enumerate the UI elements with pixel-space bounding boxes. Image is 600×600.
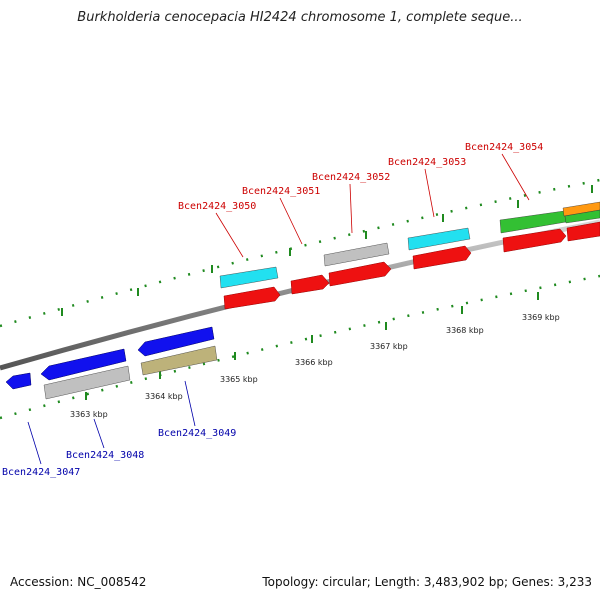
tick-label-3364: 3364 kbp: [145, 392, 183, 401]
tick-label-3368: 3368 kbp: [446, 326, 484, 335]
tick-label-3366: 3366 kbp: [295, 358, 333, 367]
gene-label-3053[interactable]: Bcen2424_3053: [388, 157, 466, 168]
forward-label-leaders: [215, 153, 530, 258]
tick-label-3369: 3369 kbp: [522, 313, 560, 322]
gene-label-3052[interactable]: Bcen2424_3052: [312, 172, 390, 183]
forward-gene-next[interactable]: [566, 221, 600, 242]
reverse-gene-3048[interactable]: [40, 348, 127, 381]
forward-product-3053[interactable]: [407, 227, 471, 251]
forward-product-track: [219, 201, 600, 289]
tick-label-3363: 3363 kbp: [70, 410, 108, 419]
forward-gene-3054[interactable]: [502, 228, 567, 253]
reverse-gene-track: [5, 326, 215, 390]
forward-gene-track: [223, 221, 600, 310]
forward-product-3050[interactable]: [219, 266, 279, 289]
tick-label-3365: 3365 kbp: [220, 375, 258, 384]
forward-gene-3051[interactable]: [290, 274, 330, 295]
reverse-product-track: [43, 345, 218, 400]
accession-text: Accession: NC_008542: [10, 575, 147, 589]
reverse-label-leaders: [27, 380, 196, 465]
gene-label-3049[interactable]: Bcen2424_3049: [158, 428, 236, 439]
gene-label-3050[interactable]: Bcen2424_3050: [178, 201, 256, 212]
genome-summary: Topology: circular; Length: 3,483,902 bp…: [262, 575, 592, 589]
upper-tick-track: [0, 178, 600, 328]
upper-major-ticks: [61, 185, 593, 316]
lower-major-ticks: [85, 292, 539, 400]
gene-label-3047[interactable]: Bcen2424_3047: [2, 467, 80, 478]
forward-product-next-orange[interactable]: [562, 201, 600, 217]
forward-product-3052[interactable]: [323, 242, 390, 267]
gene-label-3051[interactable]: Bcen2424_3051: [242, 186, 320, 197]
gene-label-3054[interactable]: Bcen2424_3054: [465, 142, 543, 153]
forward-gene-3053[interactable]: [412, 245, 472, 270]
gene-label-3048[interactable]: Bcen2424_3048: [66, 450, 144, 461]
reverse-product-3049[interactable]: [140, 345, 218, 376]
reverse-product-3048[interactable]: [43, 365, 131, 400]
forward-gene-3052[interactable]: [328, 261, 392, 287]
forward-product-next-green[interactable]: [564, 209, 600, 224]
tick-label-3367: 3367 kbp: [370, 342, 408, 351]
lower-tick-track: [0, 274, 600, 420]
map-title: Burkholderia cenocepacia HI2424 chromoso…: [77, 10, 523, 25]
reverse-gene-3049[interactable]: [137, 326, 215, 357]
forward-gene-3050[interactable]: [223, 286, 281, 310]
reverse-gene-3047[interactable]: [5, 372, 32, 390]
